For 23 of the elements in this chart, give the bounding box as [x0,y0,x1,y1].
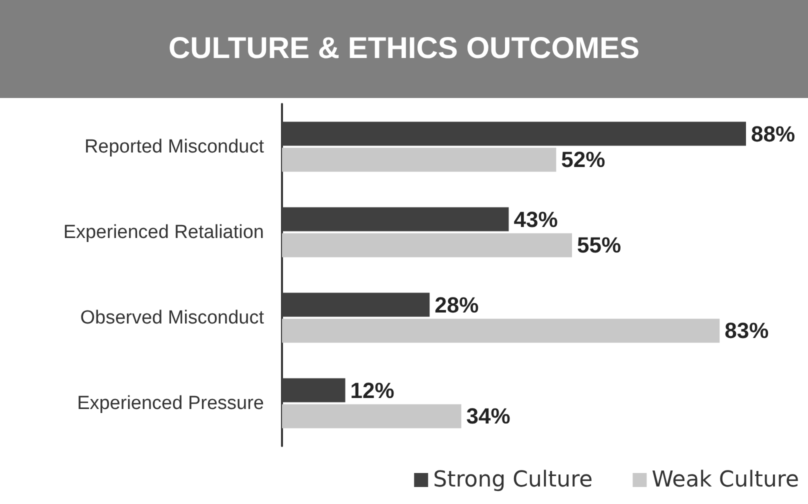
chart-title: CULTURE & ETHICS OUTCOMES [0,0,808,98]
data-label: 52% [561,147,606,172]
y-tick-label: Experienced Pressure [77,392,264,414]
data-label: 43% [514,206,558,232]
y-tick-label: Experienced Retaliation [63,222,264,243]
y-tick-label: Reported Misconduct [84,136,265,158]
bar [282,404,462,428]
legend-label: Weak Culture [652,468,799,492]
bar [282,233,572,258]
data-label: 28% [434,292,479,318]
data-label: 83% [724,318,769,344]
data-label: 55% [577,232,622,258]
bar [282,148,556,172]
bar [282,292,430,317]
bar [282,207,509,232]
y-tick-label: Observed Misconduct [80,307,265,328]
legend-label: Strong Culture [433,468,593,492]
bar [282,122,746,146]
data-label: 34% [466,404,510,429]
bar [282,378,346,402]
bar [282,318,720,343]
data-label: 88% [751,121,796,146]
data-label: 12% [350,378,394,403]
